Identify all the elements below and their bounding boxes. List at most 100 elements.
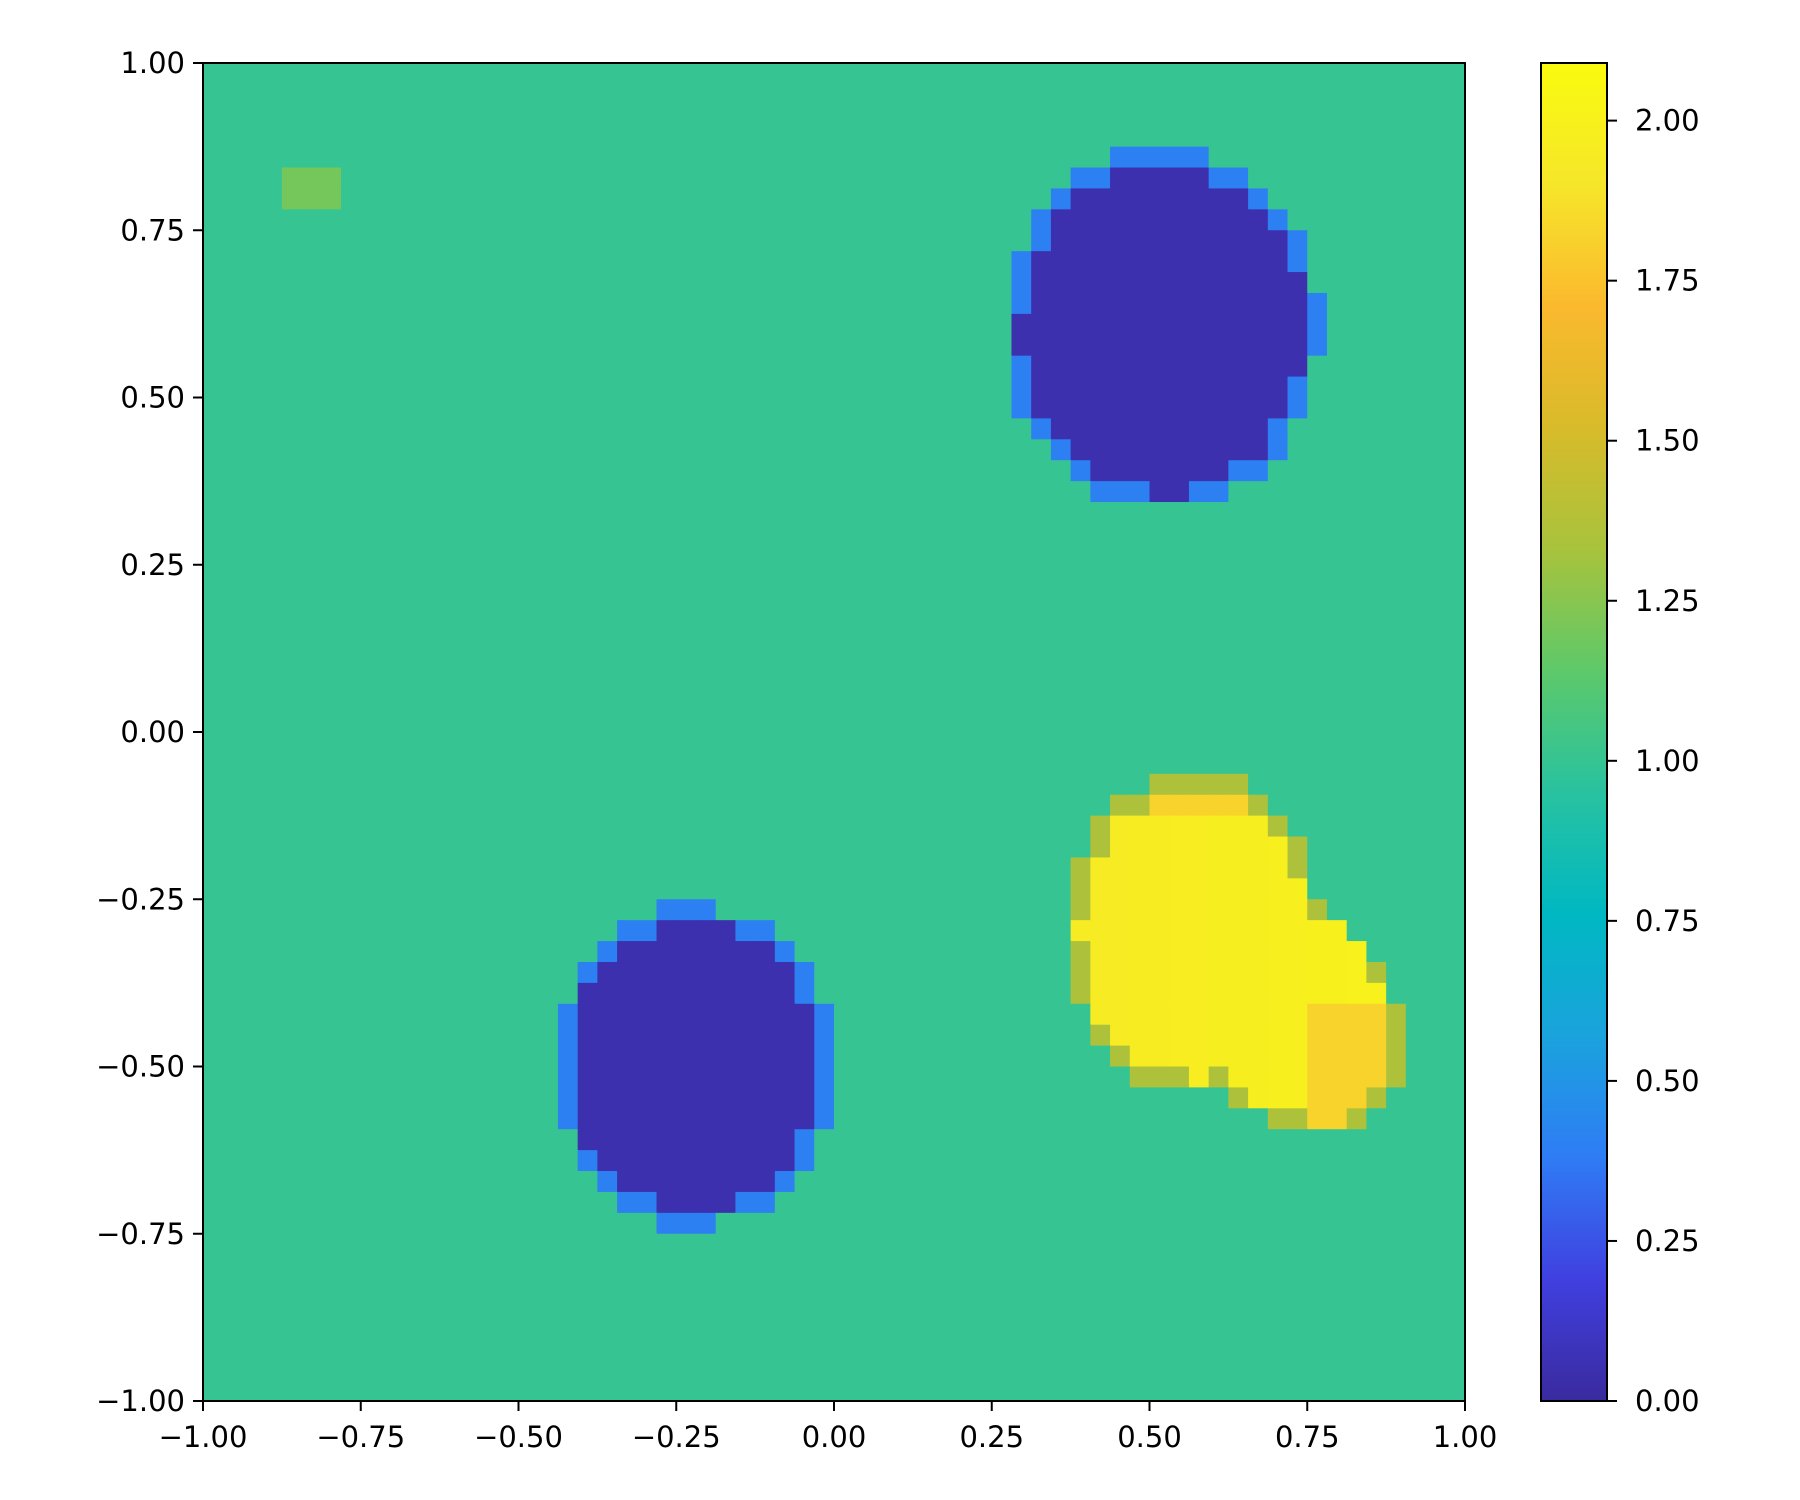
heatmap-cell bbox=[1386, 690, 1407, 712]
heatmap-cell bbox=[242, 188, 263, 210]
heatmap-cell bbox=[360, 272, 382, 294]
heatmap-cell bbox=[853, 1045, 875, 1068]
heatmap-cell bbox=[1326, 1150, 1348, 1172]
heatmap-cell bbox=[735, 313, 756, 336]
heatmap-cell bbox=[518, 209, 539, 231]
heatmap-cell bbox=[1425, 146, 1446, 169]
heatmap-cell bbox=[1110, 1003, 1131, 1026]
heatmap-cell bbox=[932, 355, 953, 378]
heatmap-cell bbox=[360, 418, 382, 440]
heatmap-cell bbox=[991, 1150, 1013, 1172]
heatmap-cell bbox=[1090, 460, 1111, 482]
heatmap-cell bbox=[1188, 1171, 1210, 1193]
heatmap-cell bbox=[695, 1150, 717, 1172]
heatmap-cell bbox=[1287, 899, 1308, 921]
heatmap-cell bbox=[755, 1254, 776, 1277]
heatmap-cell bbox=[617, 1171, 638, 1193]
heatmap-cell bbox=[1425, 1108, 1446, 1130]
heatmap-cell bbox=[498, 773, 520, 796]
heatmap-cell bbox=[262, 1108, 283, 1130]
heatmap-cell bbox=[912, 1129, 934, 1151]
heatmap-cell bbox=[301, 1338, 322, 1360]
heatmap-cell bbox=[1050, 355, 1072, 378]
heatmap-cell bbox=[1287, 1129, 1308, 1151]
heatmap-cell bbox=[912, 899, 934, 921]
heatmap-cell bbox=[1149, 564, 1170, 587]
heatmap-cell bbox=[834, 1003, 855, 1026]
heatmap-cell bbox=[676, 1108, 697, 1130]
heatmap-cell bbox=[222, 711, 244, 733]
heatmap-cell bbox=[1110, 836, 1131, 859]
heatmap-cell bbox=[479, 1380, 500, 1402]
heatmap-cell bbox=[676, 648, 697, 670]
heatmap-cell bbox=[814, 941, 835, 963]
heatmap-cell bbox=[1248, 794, 1269, 817]
heatmap-cell bbox=[873, 1003, 894, 1026]
heatmap-cell bbox=[341, 481, 362, 503]
heatmap-cell bbox=[1445, 899, 1466, 921]
heatmap-cell bbox=[557, 209, 579, 231]
heatmap-cell bbox=[1050, 83, 1072, 106]
heatmap-cell bbox=[341, 1254, 362, 1277]
heatmap-cell bbox=[952, 690, 973, 712]
heatmap-cell bbox=[203, 711, 224, 733]
heatmap-cell bbox=[1228, 418, 1249, 440]
heatmap-cell bbox=[1248, 188, 1269, 210]
heatmap-cell bbox=[577, 1129, 598, 1151]
heatmap-cell bbox=[1031, 1045, 1052, 1068]
heatmap-cell bbox=[597, 878, 618, 900]
heatmap-cell bbox=[1405, 836, 1427, 859]
heatmap-cell bbox=[1031, 878, 1052, 900]
heatmap-cell bbox=[1188, 418, 1210, 440]
heatmap-cell bbox=[242, 355, 263, 378]
heatmap-cell bbox=[1366, 355, 1387, 378]
heatmap-cell bbox=[952, 418, 973, 440]
heatmap-cell bbox=[360, 481, 382, 503]
heatmap-cell bbox=[1208, 920, 1229, 942]
heatmap-cell bbox=[518, 732, 539, 754]
heatmap-cell bbox=[301, 481, 322, 503]
heatmap-cell bbox=[1405, 1171, 1427, 1193]
heatmap-cell bbox=[360, 961, 382, 984]
heatmap-cell bbox=[617, 63, 638, 85]
heatmap-cell bbox=[203, 564, 224, 587]
heatmap-cell bbox=[597, 585, 618, 608]
heatmap-cell bbox=[1208, 815, 1229, 838]
heatmap-cell bbox=[814, 752, 835, 775]
heatmap-cell bbox=[301, 564, 322, 587]
heatmap-cell bbox=[617, 460, 638, 482]
heatmap-cell bbox=[873, 732, 894, 754]
heatmap-cell bbox=[360, 313, 382, 336]
heatmap-cell bbox=[1248, 313, 1269, 336]
heatmap-cell bbox=[636, 920, 658, 942]
heatmap-cell bbox=[814, 83, 835, 106]
heatmap-cell bbox=[1366, 1150, 1387, 1172]
heatmap-cell bbox=[834, 104, 855, 127]
heatmap-cell bbox=[1405, 1296, 1427, 1318]
heatmap-cell bbox=[715, 752, 737, 775]
heatmap-cell bbox=[1445, 711, 1466, 733]
heatmap-cell bbox=[1405, 794, 1427, 817]
heatmap-cell bbox=[360, 690, 382, 712]
heatmap-cell bbox=[932, 522, 953, 545]
heatmap-cell bbox=[1248, 104, 1269, 127]
heatmap-cell bbox=[1366, 334, 1387, 357]
heatmap-cell bbox=[1366, 543, 1387, 566]
heatmap-cell bbox=[1070, 272, 1091, 294]
heatmap-cell bbox=[1070, 1066, 1091, 1089]
heatmap-cell bbox=[1050, 961, 1072, 984]
heatmap-cell bbox=[1050, 104, 1072, 127]
heatmap-cell bbox=[715, 292, 737, 315]
heatmap-cell bbox=[735, 355, 756, 378]
heatmap-cell bbox=[912, 711, 934, 733]
heatmap-cell bbox=[360, 209, 382, 231]
heatmap-cell bbox=[1445, 209, 1466, 231]
heatmap-cell bbox=[1366, 63, 1387, 85]
heatmap-cell bbox=[794, 481, 815, 503]
heatmap-cell bbox=[597, 63, 618, 85]
heatmap-cell bbox=[656, 460, 677, 482]
heatmap-cell bbox=[222, 1087, 244, 1109]
heatmap-cell bbox=[301, 1045, 322, 1068]
heatmap-cell bbox=[695, 1129, 717, 1151]
heatmap-cell bbox=[360, 292, 382, 315]
